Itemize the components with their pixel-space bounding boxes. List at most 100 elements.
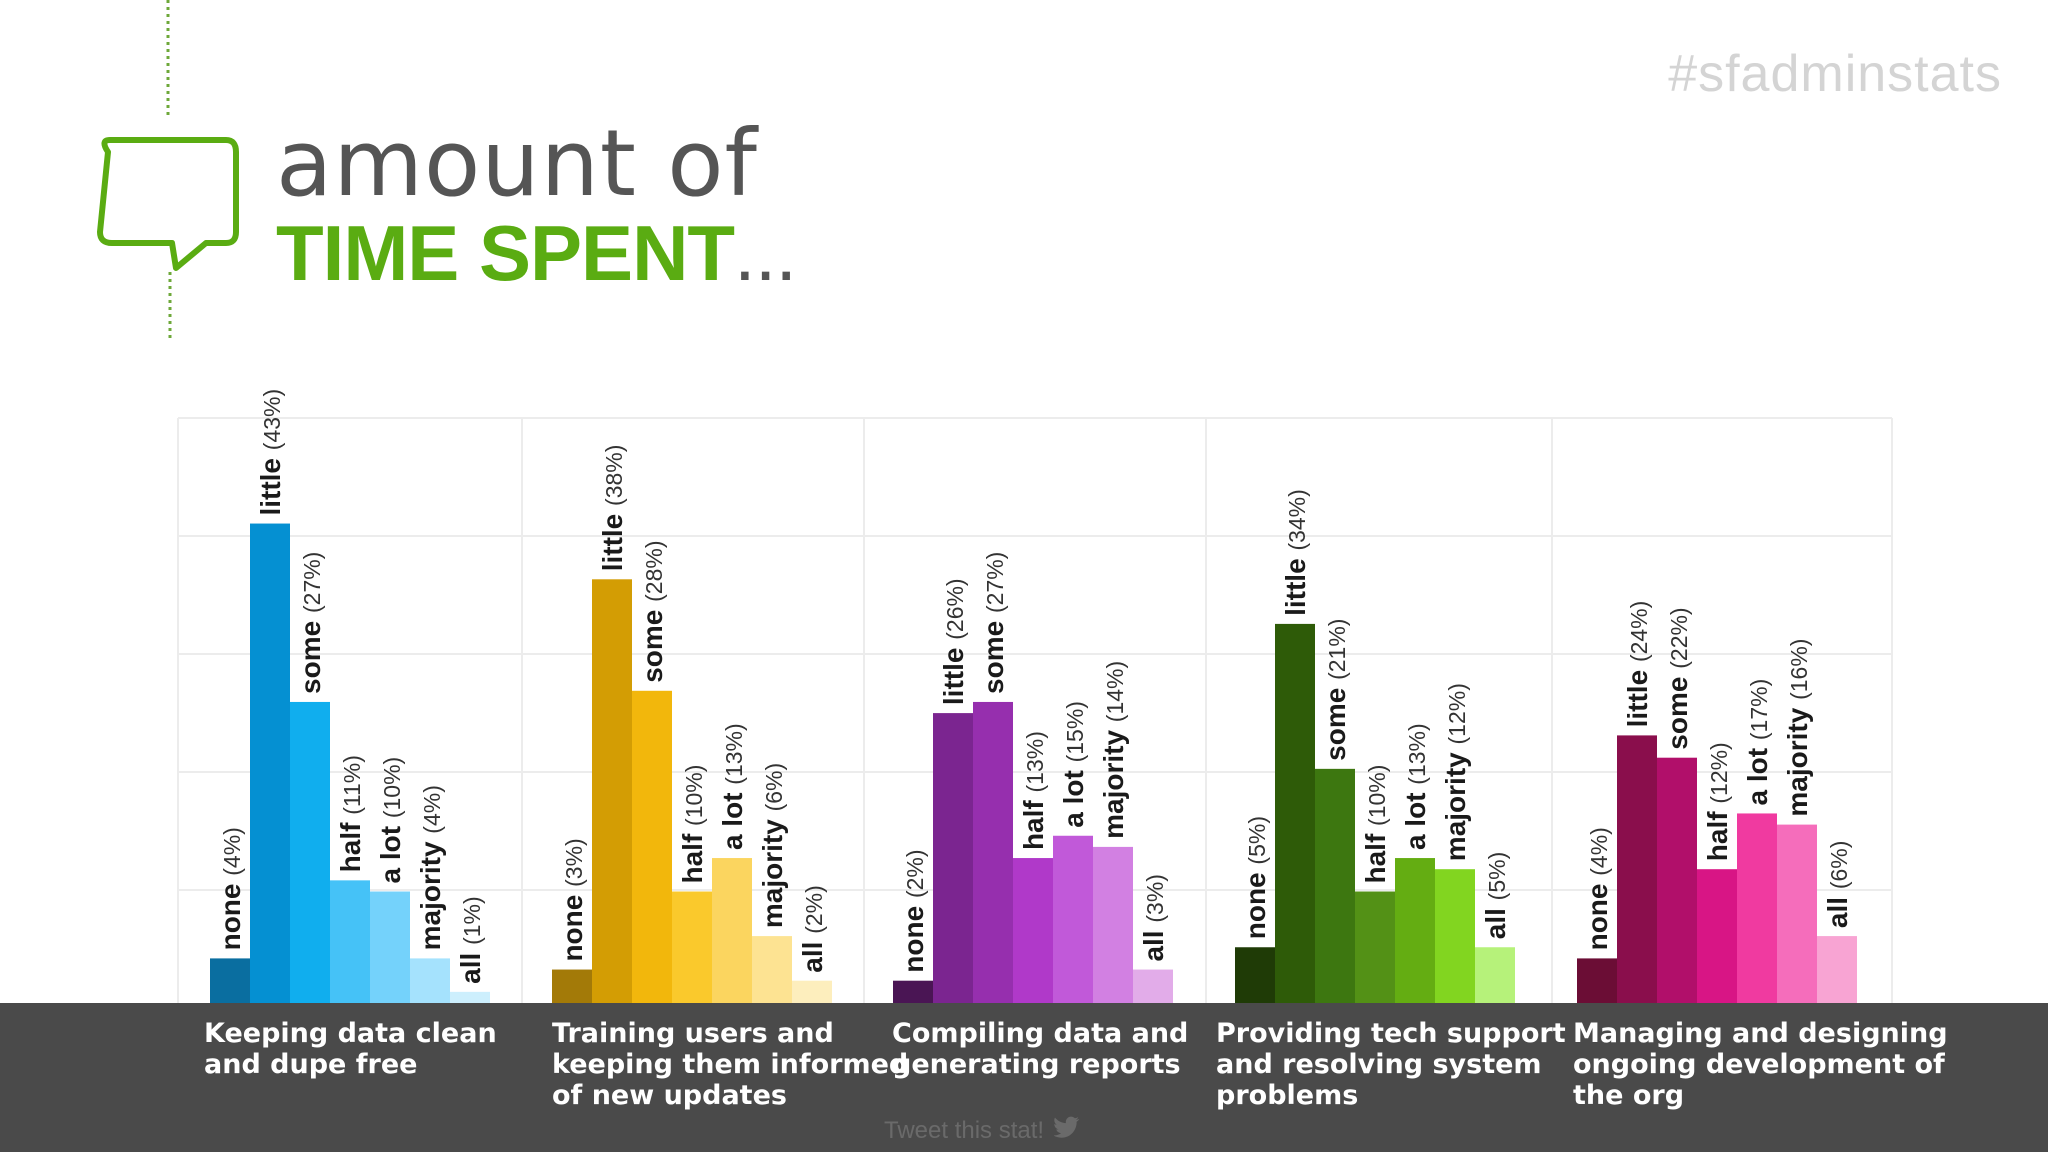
bar-5-none bbox=[1577, 958, 1617, 1003]
bar-label: little (43%) bbox=[255, 389, 286, 516]
bar-label: half (12%) bbox=[1702, 742, 1733, 861]
bar-label: none (4%) bbox=[1582, 827, 1613, 950]
bar-percent: (21%) bbox=[1324, 619, 1350, 680]
bar-percent: (3%) bbox=[561, 838, 587, 887]
bar-2-a-lot bbox=[712, 858, 752, 1003]
bar-percent: (5%) bbox=[1244, 816, 1270, 865]
time-spent-chart: none (4%) little (43%) some (27%) half (11%… bbox=[177, 389, 1893, 1003]
bar-label: little (34%) bbox=[1280, 489, 1311, 616]
bar-label: none (3%) bbox=[557, 838, 588, 961]
hashtag: #sfadminstats bbox=[1668, 45, 2002, 103]
bar-3-all bbox=[1133, 969, 1173, 1003]
bar-1-a-lot bbox=[370, 891, 410, 1003]
bar-percent: (15%) bbox=[1062, 701, 1088, 762]
bar-5-some bbox=[1657, 757, 1697, 1003]
bar-3-half bbox=[1013, 858, 1053, 1003]
bar-1-all bbox=[450, 991, 490, 1003]
bar-percent: (11%) bbox=[339, 755, 365, 815]
bar-label: half (10%) bbox=[677, 765, 708, 884]
bar-label: none (2%) bbox=[898, 849, 929, 972]
bar-label: all (5%) bbox=[1480, 852, 1511, 939]
bar-percent: (43%) bbox=[259, 389, 285, 450]
bar-label: majority (6%) bbox=[757, 763, 788, 928]
bar-percent: (34%) bbox=[1284, 489, 1310, 550]
bar-percent: (12%) bbox=[1706, 742, 1732, 803]
bar-percent: (27%) bbox=[299, 552, 325, 613]
bar-percent: (28%) bbox=[641, 541, 667, 602]
bar-label: half (10%) bbox=[1360, 765, 1391, 884]
bar-level-name: all bbox=[1822, 889, 1853, 928]
bar-5-all bbox=[1817, 936, 1857, 1003]
bar-1-majority bbox=[410, 958, 450, 1003]
bar-percent: (13%) bbox=[721, 723, 747, 784]
bar-percent: (22%) bbox=[1666, 607, 1692, 668]
bar-label: majority (16%) bbox=[1782, 639, 1813, 817]
bar-3-little bbox=[933, 713, 973, 1003]
bar-percent: (3%) bbox=[1142, 874, 1168, 923]
bar-4-a-lot bbox=[1395, 858, 1435, 1003]
bar-percent: (26%) bbox=[942, 578, 968, 639]
bar-level-name: little bbox=[597, 506, 628, 571]
bar-percent: (4%) bbox=[419, 785, 445, 834]
bar-3-majority bbox=[1093, 846, 1133, 1003]
footer-band bbox=[0, 1003, 2048, 1152]
bar-1-little bbox=[250, 523, 290, 1003]
category-label-2: Training users and keeping them informed… bbox=[552, 1018, 909, 1111]
bar-percent: (27%) bbox=[982, 552, 1008, 613]
bar-1-some bbox=[290, 701, 330, 1003]
tweet-this-stat-link[interactable]: Tweet this stat! bbox=[884, 1116, 1080, 1145]
bar-percent: (10%) bbox=[1364, 765, 1390, 826]
bar-label: some (21%) bbox=[1320, 619, 1351, 761]
bar-label: some (27%) bbox=[295, 552, 326, 694]
bar-5-little bbox=[1617, 735, 1657, 1003]
bar-level-name: none bbox=[1240, 865, 1271, 940]
bar-label: a lot (10%) bbox=[375, 757, 406, 884]
bar-percent: (17%) bbox=[1746, 679, 1772, 740]
bar-1-none bbox=[210, 958, 250, 1003]
bar-label: half (13%) bbox=[1018, 731, 1049, 850]
speech-bubble-icon bbox=[97, 0, 239, 340]
category-label-3: Compiling data and generating reports bbox=[892, 1018, 1189, 1080]
bar-percent: (6%) bbox=[761, 763, 787, 812]
bar-2-all bbox=[792, 980, 832, 1003]
title-ellipsis: ... bbox=[734, 209, 797, 297]
category-label-5: Managing and designing ongoing developme… bbox=[1573, 1018, 1948, 1111]
bar-label: some (28%) bbox=[637, 541, 668, 683]
bar-level-name: a lot bbox=[375, 818, 406, 883]
bar-level-name: none bbox=[898, 898, 929, 973]
bar-label: majority (4%) bbox=[415, 785, 446, 950]
bar-percent: (10%) bbox=[379, 757, 405, 818]
title-emphasis: TIME SPENT bbox=[276, 209, 735, 297]
bar-percent: (12%) bbox=[1444, 683, 1470, 744]
bar-level-name: some bbox=[295, 613, 326, 694]
bar-level-name: majority bbox=[415, 834, 446, 951]
bar-level-name: none bbox=[557, 887, 588, 962]
bar-label: all (1%) bbox=[455, 896, 486, 983]
bar-1-half bbox=[330, 880, 370, 1003]
title-line-2: TIME SPENT... bbox=[276, 208, 797, 299]
bar-4-none bbox=[1235, 947, 1275, 1003]
bar-4-little bbox=[1275, 623, 1315, 1003]
bar-level-name: some bbox=[1320, 680, 1351, 761]
bar-level-name: half bbox=[677, 826, 708, 884]
bar-level-name: a lot bbox=[717, 785, 748, 850]
bar-level-name: majority bbox=[1782, 700, 1813, 817]
bar-level-name: a lot bbox=[1400, 785, 1431, 850]
bar-level-name: majority bbox=[1440, 744, 1471, 861]
bar-4-all bbox=[1475, 947, 1515, 1003]
bar-level-name: some bbox=[978, 613, 1009, 694]
bar-5-majority bbox=[1777, 824, 1817, 1003]
bar-percent: (4%) bbox=[1586, 827, 1612, 876]
bar-label: some (22%) bbox=[1662, 607, 1693, 749]
bar-4-half bbox=[1355, 891, 1395, 1003]
bar-3-a-lot bbox=[1053, 835, 1093, 1003]
bar-label: none (5%) bbox=[1240, 816, 1271, 939]
bar-2-some bbox=[632, 690, 672, 1003]
bar-4-some bbox=[1315, 768, 1355, 1003]
bar-level-name: half bbox=[1702, 804, 1733, 862]
bar-percent: (13%) bbox=[1404, 723, 1430, 784]
bar-percent: (16%) bbox=[1786, 639, 1812, 700]
bar-level-name: majority bbox=[1098, 722, 1129, 839]
bar-4-majority bbox=[1435, 869, 1475, 1003]
bar-2-little bbox=[592, 579, 632, 1003]
